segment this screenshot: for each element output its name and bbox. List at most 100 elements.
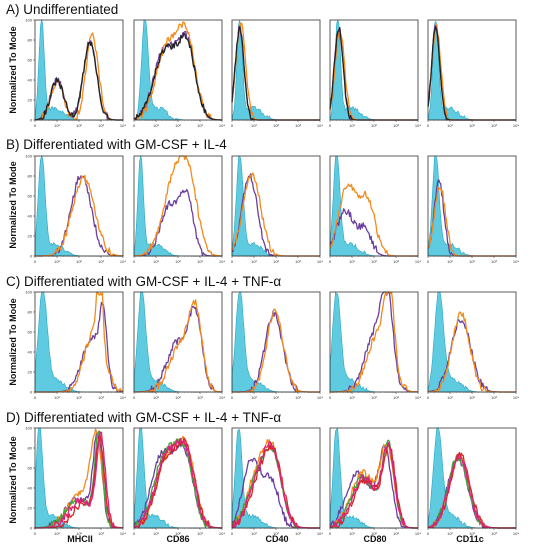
series-orange: [134, 299, 222, 393]
x-tick-label: 10³: [197, 259, 203, 264]
panel-d-cd86: 0 10¹ 10² 10³ 10⁴: [133, 427, 225, 536]
x-tick-label: 10¹: [153, 531, 159, 536]
x-tick-label: 10²: [175, 123, 181, 128]
y-tick-label: 100: [25, 425, 32, 430]
x-tick-label: 10²: [371, 123, 377, 128]
x-tick-label: 0: [34, 259, 37, 264]
y-tick-label: 80: [28, 445, 33, 450]
x-tick-label: 10¹: [349, 259, 355, 264]
x-tick-label: 10⁴: [513, 123, 519, 128]
y-tick-label: 60: [28, 57, 33, 62]
y-tick-label: 40: [28, 213, 33, 218]
y-tick-label: 40: [28, 77, 33, 82]
x-tick-label: 10¹: [54, 259, 60, 264]
y-tick-label: 100: [25, 153, 32, 158]
series-orange: [133, 155, 222, 257]
x-tick-label: 10²: [273, 531, 279, 536]
x-tick-label: 0: [133, 123, 136, 128]
x-tick-label: 0: [133, 395, 136, 400]
x-tick-label: 10²: [371, 531, 377, 536]
panel-b-cd40: 0 10¹ 10² 10³ 10⁴: [231, 155, 323, 264]
x-label-cd80: CD80: [363, 534, 387, 544]
isotype-histogram: [427, 291, 516, 393]
x-tick-label: 10⁴: [317, 531, 323, 536]
x-tick-label: 10⁴: [513, 259, 519, 264]
y-tick-label: 40: [28, 349, 33, 354]
row-title-b: B) Differentiated with GM-CSF + IL-4: [6, 137, 227, 152]
x-tick-label: 10⁴: [120, 531, 126, 536]
x-tick-label: 0: [329, 259, 332, 264]
x-tick-label: 10¹: [153, 123, 159, 128]
x-tick-label: 10³: [491, 123, 497, 128]
x-tick-label: 10¹: [153, 395, 159, 400]
x-tick-label: 10⁴: [219, 123, 225, 128]
x-tick-label: 10¹: [251, 259, 257, 264]
x-tick-label: 10⁴: [513, 531, 519, 536]
x-label-mhcii: MHCII: [67, 534, 93, 544]
x-tick-label: 0: [34, 123, 37, 128]
x-label-cd86: CD86: [166, 534, 190, 544]
series-magenta: [35, 431, 123, 529]
x-tick-label: 10²: [76, 259, 82, 264]
x-tick-label: 10³: [98, 531, 104, 536]
y-tick-label: 100: [25, 289, 32, 294]
isotype-histogram: [34, 291, 123, 393]
y-tick-label: 0: [30, 117, 33, 122]
x-tick-label: 10¹: [54, 531, 60, 536]
panel-b-cd11c: 0 10¹ 10² 10³ 10⁴: [427, 155, 519, 264]
x-tick-label: 10³: [491, 259, 497, 264]
x-tick-label: 0: [427, 531, 430, 536]
y-tick-label: 80: [28, 173, 33, 178]
x-tick-label: 0: [231, 123, 234, 128]
x-tick-label: 0: [427, 259, 430, 264]
y-tick-label: 80: [28, 37, 33, 42]
x-tick-label: 10⁴: [120, 123, 126, 128]
y-axis-label-a: Normalized To Mode: [8, 26, 18, 114]
x-tick-label: 10⁴: [415, 259, 421, 264]
x-tick-label: 0: [427, 123, 430, 128]
isotype-histogram: [231, 429, 320, 529]
panel-a-cd80: 0 10¹ 10² 10³ 10⁴: [329, 19, 421, 128]
isotype-histogram: [231, 291, 320, 393]
x-tick-label: 10²: [469, 395, 475, 400]
x-tick-label: 10²: [76, 531, 82, 536]
series-orange: [34, 32, 123, 121]
x-tick-label: 0: [329, 395, 332, 400]
x-label-cd40: CD40: [265, 534, 289, 544]
x-tick-label: 0: [34, 395, 37, 400]
y-tick-label: 100: [25, 17, 32, 22]
x-tick-label: 10²: [371, 259, 377, 264]
x-tick-label: 10²: [469, 531, 475, 536]
x-tick-label: 10¹: [447, 395, 453, 400]
x-tick-label: 10³: [491, 395, 497, 400]
x-tick-label: 0: [329, 123, 332, 128]
y-tick-label: 20: [28, 505, 33, 510]
x-tick-label: 0: [133, 259, 136, 264]
panel-a-cd11c: 0 10¹ 10² 10³ 10⁴: [427, 19, 519, 128]
x-tick-label: 10²: [273, 123, 279, 128]
x-tick-label: 10²: [76, 123, 82, 128]
x-tick-label: 10¹: [447, 259, 453, 264]
x-tick-label: 10²: [371, 395, 377, 400]
x-tick-label: 10¹: [251, 123, 257, 128]
x-tick-label: 10³: [295, 395, 301, 400]
x-tick-label: 10¹: [349, 123, 355, 128]
panel-frame: [133, 155, 223, 257]
y-tick-label: 0: [30, 525, 33, 530]
x-tick-label: 10²: [175, 531, 181, 536]
x-tick-label: 10²: [469, 123, 475, 128]
x-tick-label: 10⁴: [317, 259, 323, 264]
panel-d-cd40: 0 10¹ 10² 10³ 10⁴: [231, 427, 323, 536]
x-tick-label: 10¹: [54, 395, 60, 400]
isotype-histogram: [427, 155, 516, 257]
series-red: [329, 442, 418, 529]
row-title-a: A) Undifferentiated: [6, 2, 119, 17]
panel-a-cd40: 0 10¹ 10² 10³ 10⁴: [231, 19, 323, 128]
x-tick-label: 10²: [175, 395, 181, 400]
panel-d-cd80: 0 10¹ 10² 10³ 10⁴: [329, 427, 421, 536]
x-tick-label: 10²: [175, 259, 181, 264]
x-tick-label: 10⁴: [317, 395, 323, 400]
x-tick-label: 10¹: [349, 395, 355, 400]
y-axis-label-d: Normalized To Mode: [8, 436, 18, 524]
x-tick-label: 10³: [393, 531, 399, 536]
